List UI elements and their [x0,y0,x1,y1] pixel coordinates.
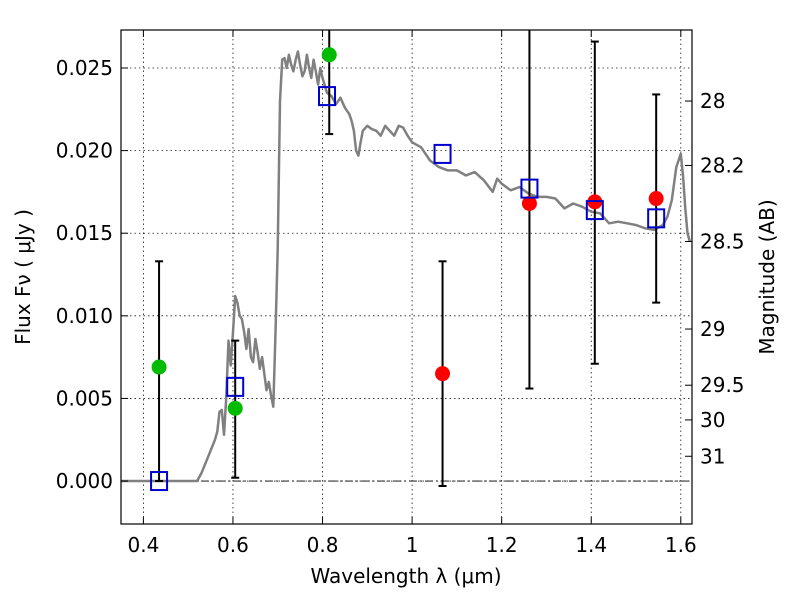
y-tick-label: 0.000 [56,469,113,493]
green-circle-point [321,47,337,63]
blue-square-point [647,208,666,229]
red-circle-point [521,195,537,211]
right-y-tick-label: 30 [700,408,725,432]
y-tick-label: 0.005 [56,386,113,410]
x-tick-label: 1.2 [486,533,518,557]
blue-square-point [433,143,452,164]
y-tick-label: 0.015 [56,221,113,245]
right-y-tick-label: 29 [700,317,725,341]
x-tick-label: 0.4 [127,533,159,557]
x-tick-label: 0.8 [307,533,339,557]
grid-lines [121,30,692,524]
blue-square-point [520,178,539,199]
y-axis-title: Flux Fν ( μJy ) [11,209,35,345]
right-y-tick-label: 28.2 [700,153,745,177]
right-y-tick-label: 28.5 [700,229,745,253]
data-markers [150,47,666,492]
y-tick-label: 0.025 [56,56,113,80]
blue-square-point [226,376,245,397]
model-spectrum-line [121,50,692,483]
right-y-axis-title: Magnitude (AB) [755,199,779,354]
green-circle-point [151,359,167,375]
right-y-tick-label: 29.5 [700,373,745,397]
model-spectrum-layer [121,50,692,483]
x-tick-label: 1.4 [575,533,607,557]
blue-square-point [150,471,169,492]
y-tick-label: 0.020 [56,139,113,163]
x-tick-label: 1.6 [665,533,697,557]
blue-square-point [585,200,604,221]
x-axis-title: Wavelength λ (μm) [310,564,501,588]
error-bar [325,30,334,136]
plot-frame [120,29,693,525]
y-tick-label: 0.010 [56,304,113,328]
x-tick-label: 0.6 [217,533,249,557]
blue-square-point [318,86,337,107]
right-y-tick-label: 28 [700,89,725,113]
red-circle-point [648,191,664,207]
x-tick-label: 1 [406,533,419,557]
error-bars [155,30,661,487]
green-circle-point [227,400,243,416]
right-y-tick-label: 31 [700,444,725,468]
axis-ticks: 0.4 0.6 0.8 1 1.2 1.4 1.6 0.000 0.005 0.010 0.015 0… [56,30,745,557]
red-circle-point [435,366,451,382]
